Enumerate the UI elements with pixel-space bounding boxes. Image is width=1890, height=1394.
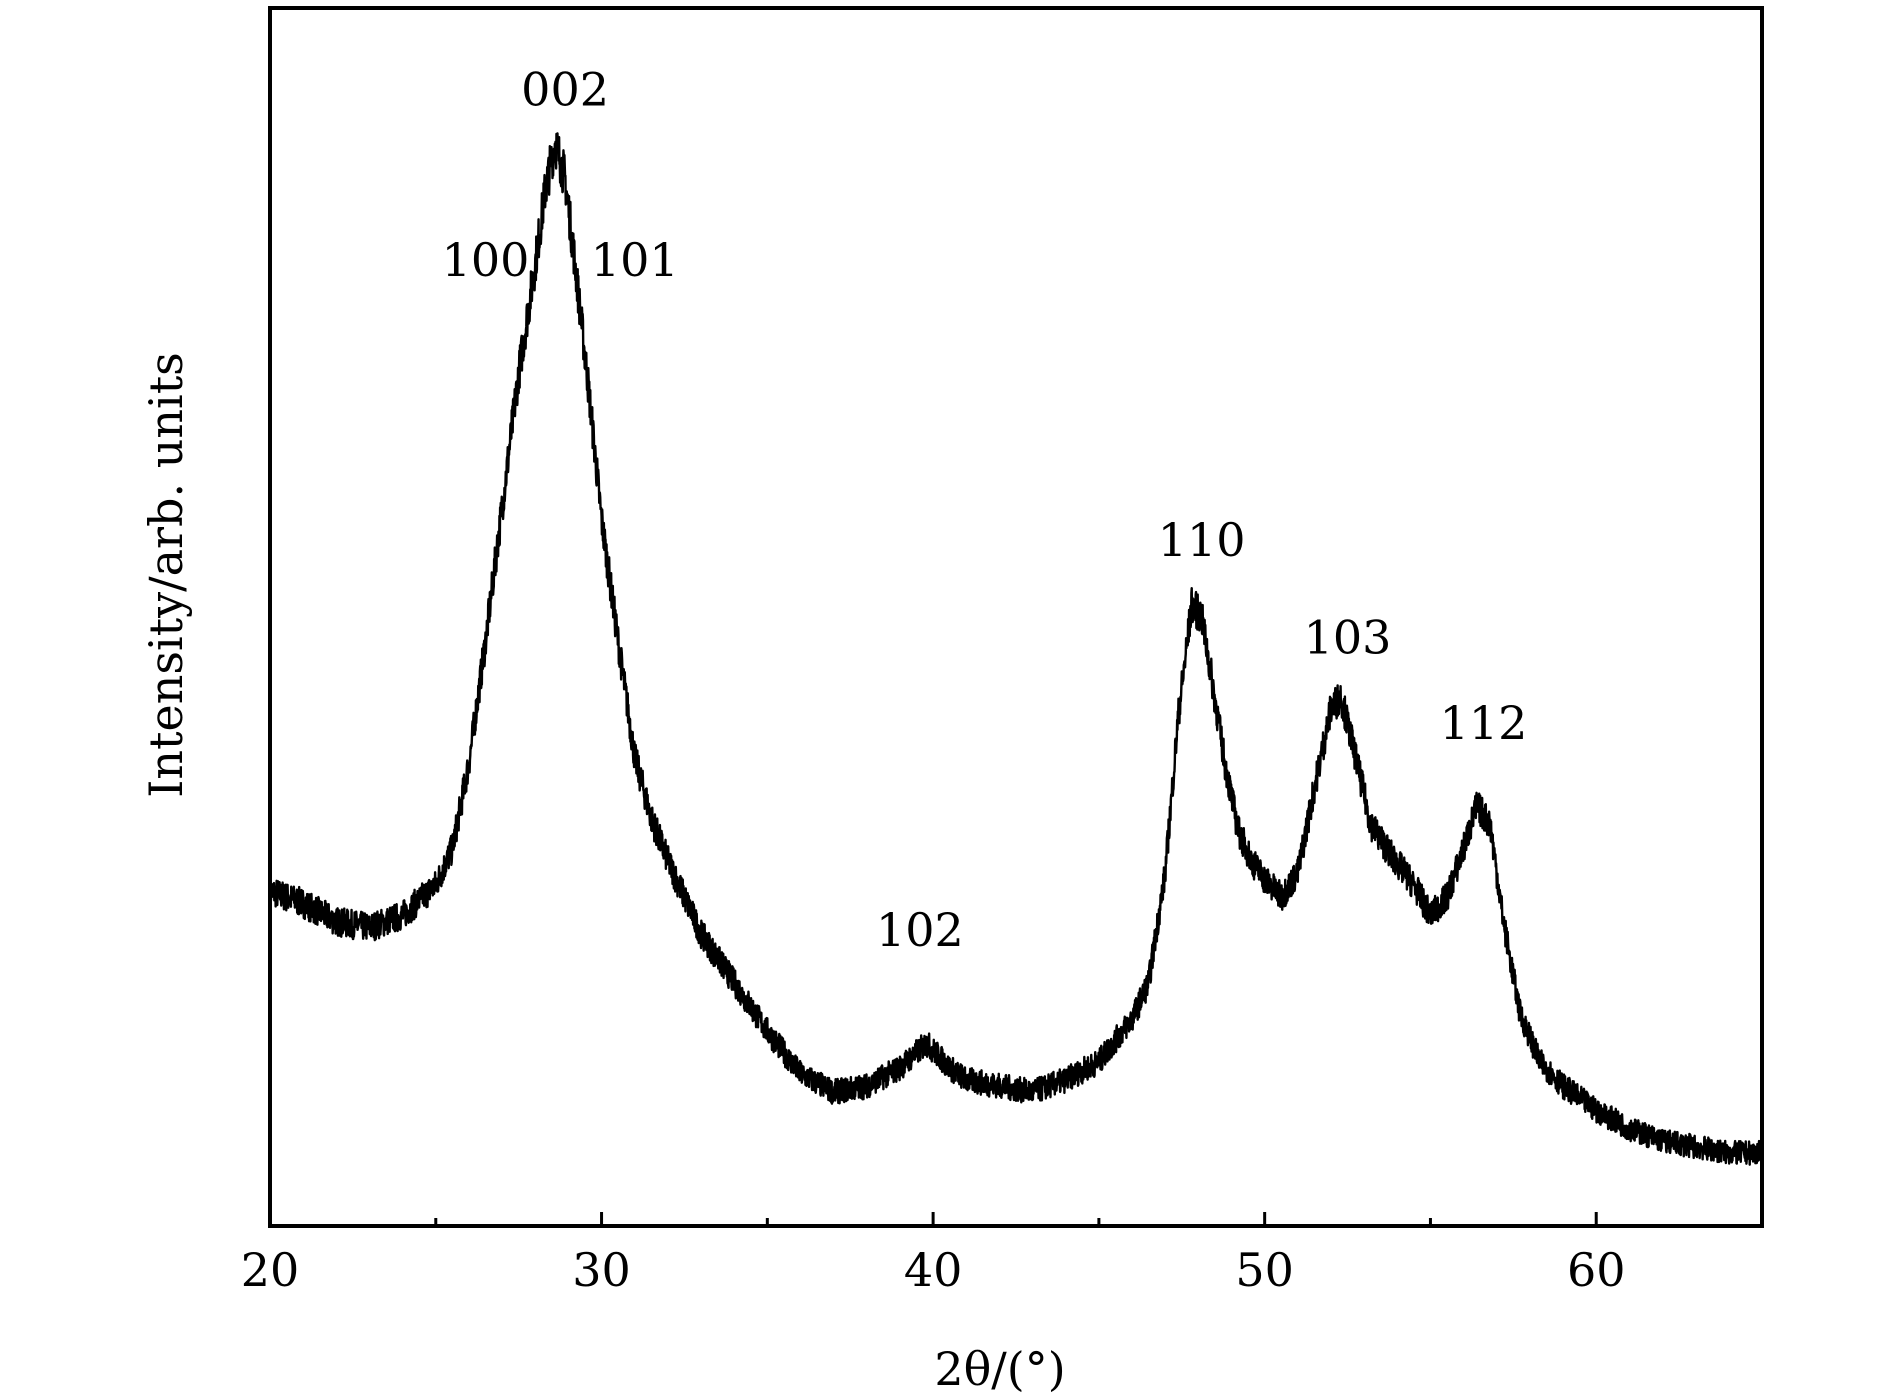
peak-label: 100 — [442, 233, 530, 287]
xrd-series-line — [268, 132, 1764, 1166]
x-tick-label: 30 — [572, 1243, 631, 1297]
plot-area — [268, 132, 1764, 1166]
x-axis-title: 2θ/(°) — [934, 1342, 1065, 1394]
peak-label: 101 — [591, 233, 679, 287]
peak-label: 103 — [1304, 611, 1392, 665]
x-tick-label: 50 — [1235, 1243, 1294, 1297]
peak-label: 102 — [876, 903, 964, 957]
peak-label: 002 — [521, 62, 609, 116]
x-tick-label: 20 — [241, 1243, 300, 1297]
plot-frame — [268, 6, 1764, 1228]
peak-labels: 002 100 101 102 110 103 112 — [442, 62, 1528, 956]
x-axis: 20 30 40 50 60 — [241, 1212, 1626, 1297]
peak-label: 110 — [1158, 513, 1246, 567]
peak-label: 112 — [1440, 696, 1528, 750]
x-tick-label: 40 — [904, 1243, 963, 1297]
y-axis-title: Intensity/arb. units — [139, 352, 193, 798]
x-tick-label: 60 — [1567, 1243, 1626, 1297]
